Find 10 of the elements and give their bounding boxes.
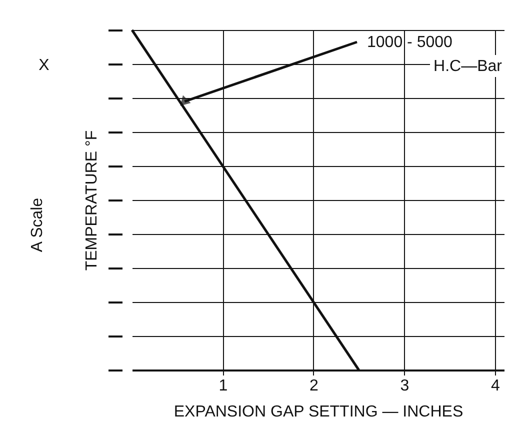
- x-axis-title: EXPANSION GAP SETTING — INCHES: [174, 404, 464, 420]
- text: A Scale: [29, 198, 46, 252]
- x-tick-label: 2: [310, 378, 319, 394]
- y-axis-title: TEMPERATURE °F: [84, 130, 100, 271]
- text: X: [38, 57, 50, 74]
- annotation: H.C—Bar: [434, 58, 503, 75]
- x-tick-label: 1: [218, 378, 228, 394]
- annotation: 1000 - 5000: [367, 34, 453, 51]
- x-tick-label: 3: [400, 378, 410, 394]
- x-tick-label: 4: [490, 378, 500, 394]
